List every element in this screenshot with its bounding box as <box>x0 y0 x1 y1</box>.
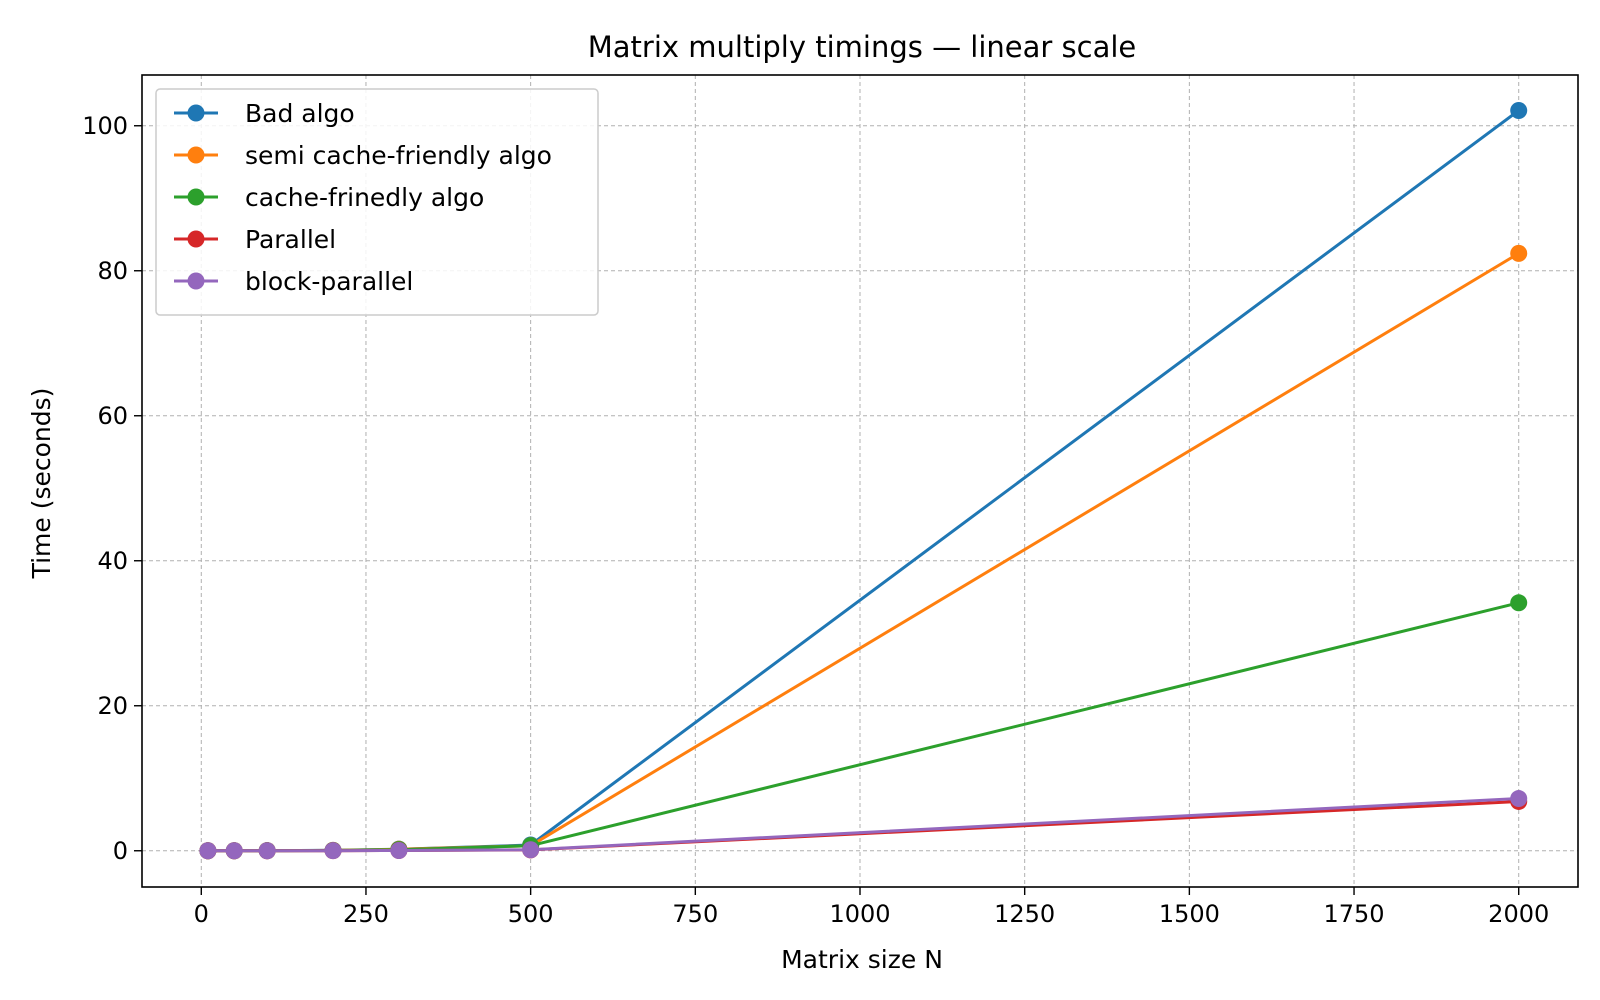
legend-item: cache-frinedly algo <box>174 183 484 212</box>
x-axis: 0 250 500 750 1000 1250 1500 1750 2000 <box>194 887 1549 928</box>
data-point <box>225 842 243 860</box>
x-tick-label: 1750 <box>1323 900 1384 928</box>
legend-label: block-parallel <box>245 267 413 296</box>
legend-box <box>155 88 599 316</box>
series-4 <box>199 790 1528 860</box>
x-tick-label: 1000 <box>829 900 890 928</box>
legend-label: cache-frinedly algo <box>245 183 484 212</box>
y-tick-label: 60 <box>97 402 128 430</box>
legend: Bad algo semi cache-friendly algo cache-fr… <box>155 88 599 316</box>
y-tick-label: 80 <box>97 257 128 285</box>
legend-label: Bad algo <box>245 99 355 128</box>
data-point <box>1510 594 1528 612</box>
y-tick-label: 40 <box>97 547 128 575</box>
x-axis-label: Matrix size N <box>781 945 943 974</box>
legend-marker <box>187 230 205 248</box>
legend-item: semi cache-friendly algo <box>174 141 552 170</box>
x-tick-label: 250 <box>343 900 389 928</box>
data-point <box>324 842 342 860</box>
legend-item: Parallel <box>174 225 336 254</box>
y-axis: 0 20 40 60 80 100 <box>82 112 142 865</box>
y-tick-label: 0 <box>113 837 128 865</box>
x-tick-label: 0 <box>194 900 209 928</box>
legend-item: block-parallel <box>174 267 413 296</box>
data-point <box>1510 102 1528 120</box>
legend-item: Bad algo <box>174 99 355 128</box>
x-tick-label: 750 <box>672 900 718 928</box>
data-point <box>522 841 540 859</box>
x-tick-label: 1500 <box>1159 900 1220 928</box>
data-point <box>1510 790 1528 808</box>
x-tick-label: 2000 <box>1488 900 1549 928</box>
chart-title: Matrix multiply timings — linear scale <box>588 30 1137 64</box>
legend-label: Parallel <box>245 225 336 254</box>
y-tick-label: 100 <box>82 112 128 140</box>
legend-marker <box>187 104 205 122</box>
data-point <box>258 842 276 860</box>
y-axis-label: Time (seconds) <box>27 388 56 580</box>
x-tick-label: 1250 <box>994 900 1055 928</box>
legend-marker <box>187 188 205 206</box>
data-point <box>390 841 408 859</box>
legend-marker <box>187 272 205 290</box>
x-tick-label: 500 <box>508 900 554 928</box>
data-point <box>1510 244 1528 262</box>
series-layer <box>199 102 1528 860</box>
data-point <box>199 842 217 860</box>
legend-marker <box>187 146 205 164</box>
y-tick-label: 20 <box>97 692 128 720</box>
legend-label: semi cache-friendly algo <box>245 141 552 170</box>
